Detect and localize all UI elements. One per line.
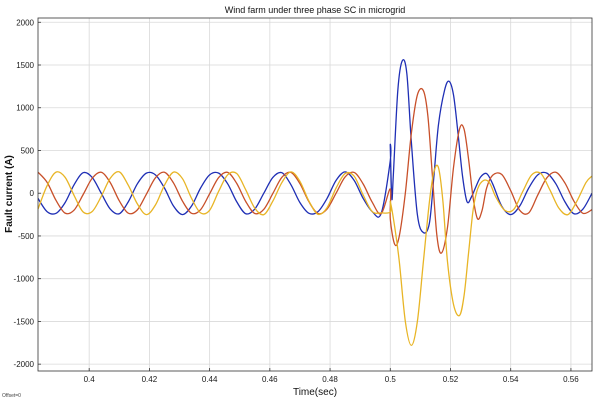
x-tick-label: 0.54 <box>503 375 519 384</box>
series-group <box>38 58 592 347</box>
series-line-yellow <box>38 164 592 347</box>
plot-frame <box>37 17 593 372</box>
y-tick-label: -500 <box>18 232 35 241</box>
y-tick-label: 500 <box>21 146 35 155</box>
x-tick-label: 0.48 <box>322 375 338 384</box>
y-tick-label: -1000 <box>14 275 35 284</box>
offset-footer: Offset=0 <box>2 393 21 399</box>
x-tick-label: 0.5 <box>385 375 397 384</box>
y-tick-label: 2000 <box>16 18 34 27</box>
series-line-red <box>38 87 592 254</box>
x-tick-label: 0.52 <box>443 375 459 384</box>
plot-area <box>38 18 592 371</box>
y-axis: -2000 -1500 -1000 -500 0 500 1000 1500 2000 <box>14 18 41 369</box>
x-tick-label: 0.44 <box>202 375 218 384</box>
y-tick-label: 1000 <box>16 104 34 113</box>
x-tick-label: 0.56 <box>563 375 579 384</box>
x-tick-label: 0.42 <box>142 375 158 384</box>
y-tick-label: -2000 <box>14 360 35 369</box>
y-tick-label: -1500 <box>14 317 35 326</box>
x-axis: 0.4 0.42 0.44 0.46 0.48 0.5 0.52 0.54 0.56 <box>84 368 579 384</box>
y-tick-label: 0 <box>30 189 35 198</box>
x-tick-label: 0.46 <box>262 375 278 384</box>
x-axis-label: Time(sec) <box>293 387 337 398</box>
x-tick-label: 0.4 <box>84 375 96 384</box>
chart-title: Wind farm under three phase SC in microg… <box>225 5 406 15</box>
y-tick-label: 1500 <box>16 61 34 70</box>
y-axis-label: Fault current (A) <box>4 155 15 233</box>
